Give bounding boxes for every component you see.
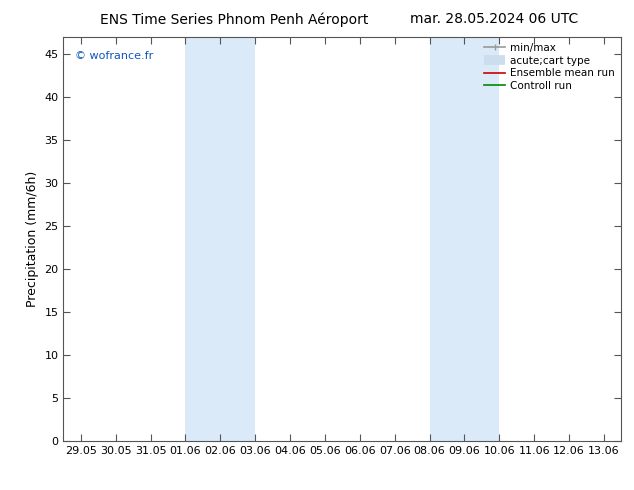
- Y-axis label: Precipitation (mm/6h): Precipitation (mm/6h): [26, 171, 39, 307]
- Text: mar. 28.05.2024 06 UTC: mar. 28.05.2024 06 UTC: [410, 12, 579, 26]
- Bar: [185, 37, 255, 441]
- Text: © wofrance.fr: © wofrance.fr: [75, 51, 153, 61]
- Bar: [429, 37, 500, 441]
- Legend: min/max, acute;cart type, Ensemble mean run, Controll run: min/max, acute;cart type, Ensemble mean …: [481, 40, 618, 94]
- Text: ENS Time Series Phnom Penh Aéroport: ENS Time Series Phnom Penh Aéroport: [100, 12, 369, 27]
